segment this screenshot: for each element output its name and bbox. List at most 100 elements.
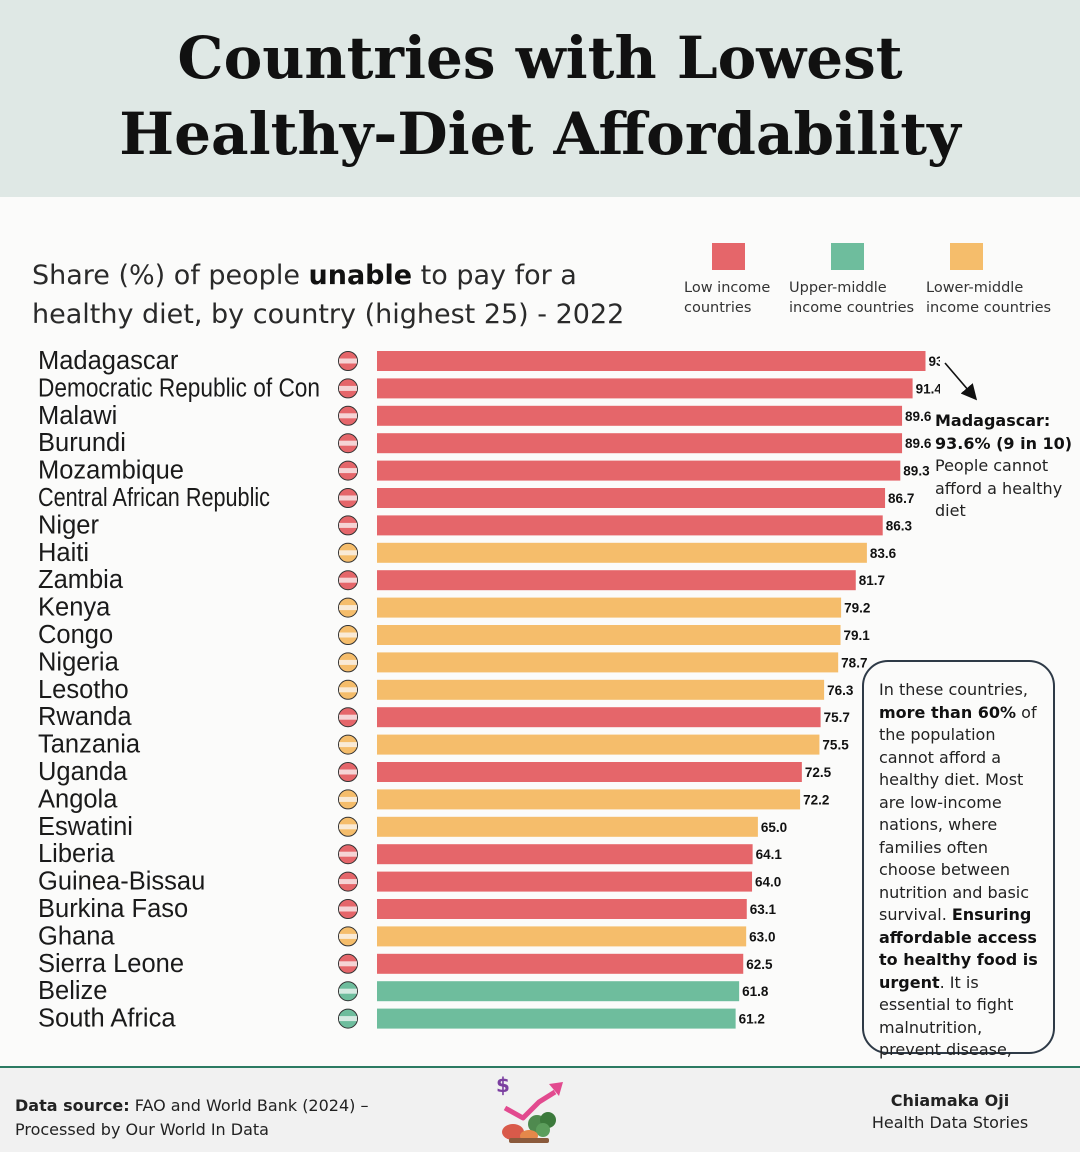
page-title: Countries with Lowest Healthy-Diet Affor… [0,20,1080,172]
bar [377,488,886,508]
bar [377,926,747,947]
value-label: 79.2 [844,601,870,616]
value-label: 83.6 [870,546,897,561]
value-label: 78.7 [841,655,867,670]
source-text: FAO and World Bank (2024) – [129,1096,369,1115]
country-label: Ghana [38,922,115,950]
country-label: Guinea-Bissau [38,868,205,896]
subtitle-part-1: Share (%) of people [32,260,309,291]
bar [377,844,753,865]
bar [377,734,820,755]
bar [377,899,747,919]
country-label: Madagascar [38,347,179,375]
footer-divider [0,1066,1080,1068]
flag-stripe [339,632,357,638]
flag-stripe [339,440,357,446]
data-source: Data source: FAO and World Bank (2024) –… [15,1094,368,1142]
country-label: Democratic Republic of Con [38,374,320,402]
dollar-icon: $ [496,1073,510,1097]
country-label: Zambia [38,566,124,594]
country-label: Lesotho [38,676,129,704]
bar [377,652,839,673]
flag-stripe [339,1016,357,1022]
value-label: 89.6 [905,409,932,424]
info-box: In these countries, more than 60% of the… [862,660,1055,1104]
info-text: of the population cannot afford a health… [879,702,1037,925]
bar [377,378,913,399]
bar [377,679,825,700]
value-label: 91.4 [916,381,940,396]
value-label: 86.7 [888,491,914,506]
healthy-food-logo-icon: $ [496,1073,563,1143]
bar [377,816,758,837]
country-label: Central African Republic [38,484,270,512]
flag-stripe [339,714,357,720]
value-label: 75.5 [822,738,849,753]
country-label: Kenya [38,594,111,622]
country-label: Eswatini [38,813,133,841]
country-label: Burundi [38,429,126,457]
legend-swatch-low [712,243,745,270]
bar [377,953,744,974]
madagascar-note-text: People cannot afford a healthy diet [935,456,1063,520]
header-band: Countries with Lowest Healthy-Diet Affor… [0,0,1080,197]
value-label: 79.1 [844,628,871,643]
info-text: In these countries, [879,680,1028,699]
value-label: 65.0 [761,820,787,835]
madagascar-note: Madagascar: 93.6% (9 in 10) People canno… [935,410,1075,523]
value-label: 89.3 [903,464,930,479]
legend-label: countries [684,300,752,316]
value-label: 81.7 [859,573,885,588]
country-label: Nigeria [38,648,120,676]
title-line-2: Healthy-Diet Affordability [119,100,961,168]
flag-stripe [339,961,357,967]
author-name: Chiamaka Oji [890,1091,1010,1110]
flag-stripe [339,385,357,391]
country-label: South Africa [38,1005,176,1033]
bar-chart: Madagascar 93.6 Democratic Republic of Con… [38,347,940,1033]
flag-stripe [339,824,357,830]
flag-stripe [339,769,357,775]
flag-stripe [339,988,357,994]
bar [377,981,740,1002]
bar [377,460,901,481]
legend-label: Low income [684,280,771,296]
legend-swatch-lower [950,243,983,270]
flag-stripe [339,577,357,583]
value-label: 93.6 [928,354,940,369]
flag-stripe [339,550,357,556]
subtitle-bold: unable [308,260,413,291]
flag-stripe [339,522,357,528]
value-label: 63.1 [750,902,777,917]
flag-stripe [339,851,357,857]
author-credit: Chiamaka Oji Health Data Stories [860,1090,1040,1134]
value-label: 86.3 [886,518,913,533]
country-label: Belize [38,977,107,1005]
bar [377,871,753,892]
country-label: Sierra Leone [38,950,184,978]
value-label: 64.0 [755,875,781,890]
legend-lower-middle: Lower-middle income countries [926,243,1051,318]
country-label: Mozambique [38,457,184,485]
flag-stripe [339,796,357,802]
legend-swatch-upper [831,243,864,270]
country-label: Malawi [38,402,117,430]
value-label: 75.7 [824,710,850,725]
bar [377,405,903,426]
country-label: Angola [38,785,118,813]
value-label: 72.2 [803,792,829,807]
bar [377,789,801,810]
value-label: 76.3 [827,683,854,698]
flag-stripe [339,468,357,474]
source-label: Data source: [15,1096,130,1115]
flag-stripe [339,933,357,939]
madagascar-note-title: Madagascar: [935,411,1051,430]
value-label: 62.5 [746,957,773,972]
bar [377,597,842,618]
subtitle-part-2: to pay for a healthy diet, by country (h… [32,260,625,330]
flag-stripe [339,605,357,611]
arrow-icon [944,362,978,401]
bar [377,762,802,782]
legend-upper-middle: Upper-middle income countries [789,243,914,318]
bar [377,1008,736,1029]
